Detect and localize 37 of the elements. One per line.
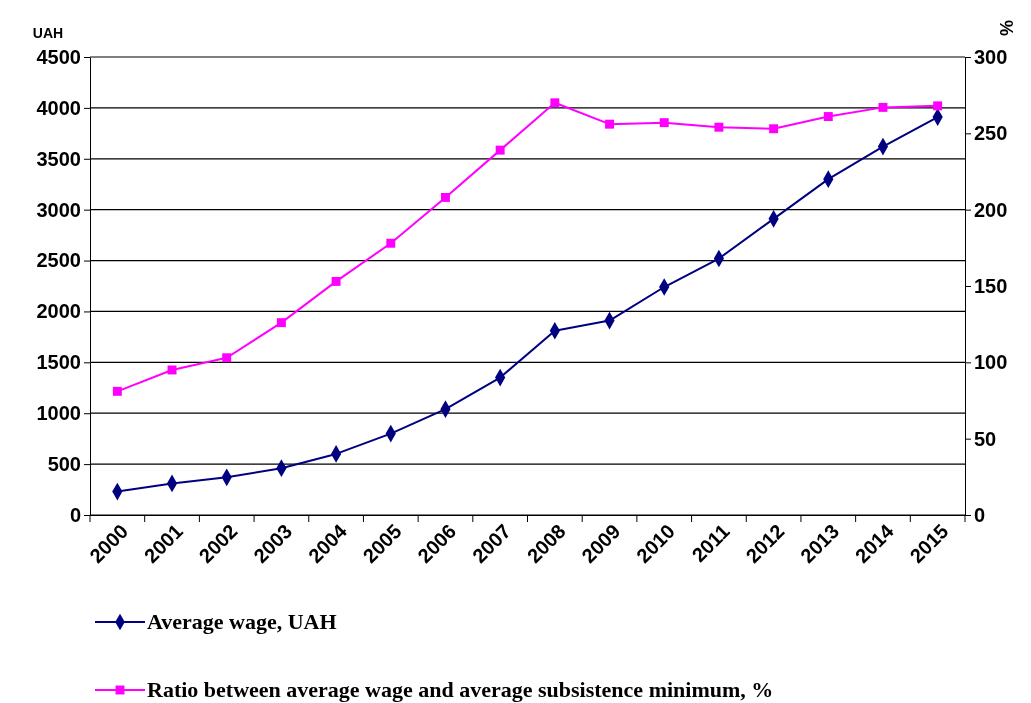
y-tick-label: 4500 — [36, 45, 81, 68]
y2-tick-label: 200 — [974, 198, 1008, 221]
point — [714, 122, 724, 132]
legend-label: Ratio between average wage and average subsistence minimum, % — [147, 677, 774, 702]
y-tick-label: 4000 — [36, 96, 81, 119]
point — [605, 119, 614, 129]
y-tick-label: 0 — [69, 503, 81, 526]
y2-tick-label: 250 — [974, 122, 1008, 145]
y2-tick-label: 0 — [974, 503, 986, 526]
point — [659, 118, 669, 128]
point — [331, 276, 341, 286]
y2-tick-label: 100 — [974, 351, 1008, 374]
y-tick-label: 2500 — [36, 249, 81, 272]
point — [823, 112, 833, 122]
y-axis-title: UAH — [32, 25, 64, 41]
point — [222, 353, 232, 363]
point — [276, 318, 286, 328]
point — [933, 101, 943, 111]
point — [386, 238, 396, 248]
y-tick-label: 3500 — [36, 147, 81, 170]
y2-tick-label: 300 — [974, 45, 1008, 68]
point — [112, 386, 122, 396]
y2-tick-label: 50 — [974, 427, 997, 450]
point — [495, 145, 505, 155]
y-tick-label: 1000 — [36, 402, 81, 425]
y-tick-label: 1500 — [36, 351, 81, 374]
y-tick-label: 2000 — [36, 300, 81, 323]
y-tick-label: 3000 — [36, 198, 81, 221]
point — [167, 365, 177, 375]
y2-axis-title: % — [996, 19, 1016, 37]
point — [441, 192, 450, 202]
point — [769, 124, 779, 134]
y-tick-label: 500 — [47, 453, 81, 476]
point — [878, 102, 888, 112]
point — [550, 98, 560, 108]
y2-tick-label: 150 — [974, 274, 1008, 297]
legend-label: Average wage, UAH — [147, 609, 337, 634]
